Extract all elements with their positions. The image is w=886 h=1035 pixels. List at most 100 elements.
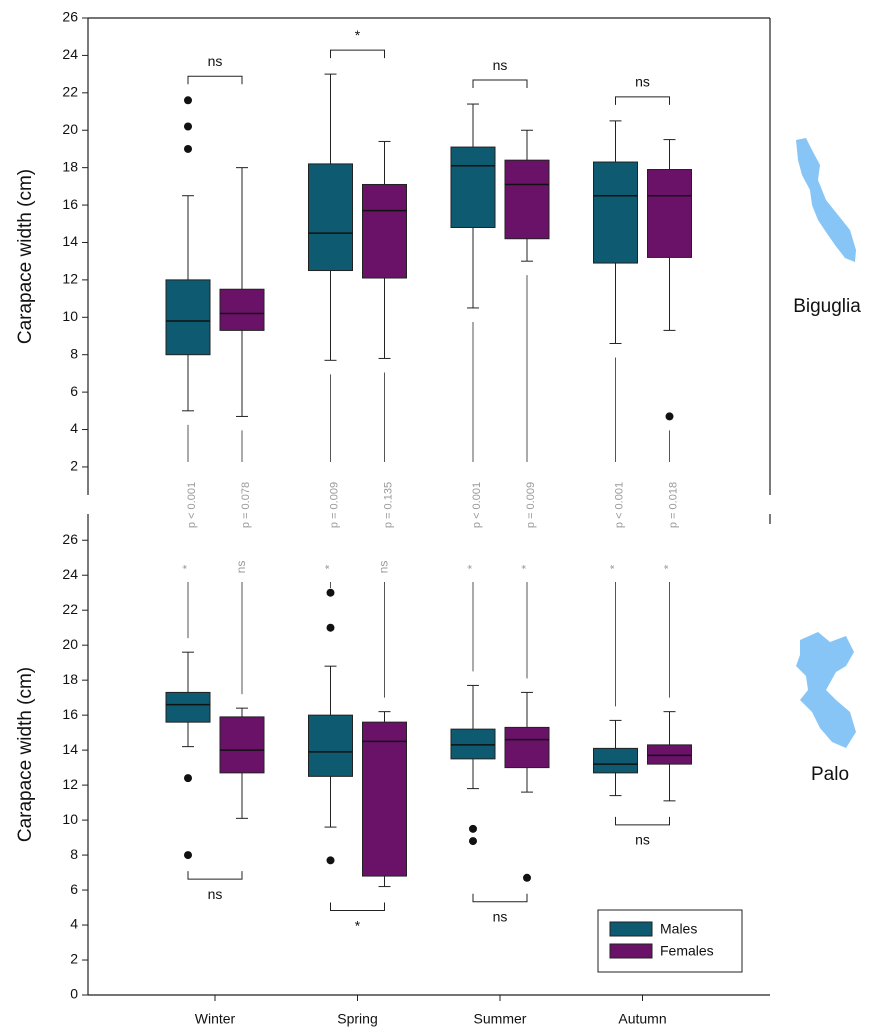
box — [308, 163, 353, 272]
outlier — [184, 144, 192, 153]
box — [362, 183, 407, 279]
y-tick-label: 18 — [62, 671, 78, 687]
y-tick-label: 12 — [62, 776, 78, 792]
y-tick-label: 2 — [70, 951, 78, 967]
comparison-bracket — [472, 79, 528, 89]
legend-swatch — [609, 921, 653, 937]
site-p-value: p = 0.018 — [667, 482, 679, 528]
comparison-label: ns — [635, 74, 650, 90]
y-tick-label: 0 — [70, 986, 78, 1002]
box — [308, 714, 353, 777]
x-tick-label: Summer — [474, 1011, 527, 1027]
box — [647, 744, 692, 765]
site-significance: * — [608, 564, 622, 569]
site-p-value: p < 0.001 — [471, 482, 483, 528]
y-tick-label: 8 — [70, 345, 78, 361]
site-significance: * — [180, 564, 194, 569]
y-tick-label: 16 — [62, 196, 78, 212]
box — [504, 726, 550, 769]
box — [165, 279, 211, 356]
outlier — [665, 412, 674, 421]
y-tick-label: 22 — [62, 84, 78, 100]
y-tick-label: 10 — [62, 308, 78, 324]
outlier — [184, 851, 192, 860]
y-tick-label: 26 — [62, 9, 78, 25]
site-p-value: p = 0.135 — [382, 482, 394, 528]
y-axis-title: Carapace width (cm) — [15, 169, 36, 344]
y-tick-label: 12 — [62, 271, 78, 287]
y-tick-label: 6 — [70, 383, 78, 399]
outlier — [326, 856, 335, 865]
site-significance: ns — [377, 561, 391, 574]
y-tick-label: 22 — [62, 601, 78, 617]
comparison-label: ns — [635, 832, 650, 848]
x-tick-label: Spring — [337, 1011, 377, 1027]
site-p-value: p < 0.001 — [613, 482, 625, 528]
outlier — [326, 588, 335, 597]
comparison-label: ns — [493, 57, 508, 73]
y-tick-label: 4 — [70, 420, 78, 436]
outlier — [469, 837, 477, 846]
box — [647, 169, 692, 258]
site-p-value: p = 0.009 — [328, 482, 340, 528]
site-significance: * — [323, 564, 337, 569]
site-p-value: p < 0.001 — [186, 482, 198, 528]
site-significance: * — [465, 564, 479, 569]
y-tick-label: 20 — [62, 121, 78, 137]
site-label: Palo — [811, 764, 849, 785]
box — [219, 288, 265, 331]
comparison-bracket — [472, 893, 528, 903]
y-tick-label: 4 — [70, 916, 78, 932]
site-significance: ns — [234, 561, 248, 574]
comparison-label: * — [355, 27, 361, 43]
y-tick-label: 24 — [62, 46, 78, 62]
comparison-bracket — [330, 49, 385, 59]
outlier — [184, 774, 192, 783]
lake-icon — [796, 138, 856, 748]
legend-swatch — [609, 943, 653, 959]
y-tick-label: 24 — [62, 566, 78, 582]
outlier — [469, 824, 477, 833]
y-tick-label: 10 — [62, 811, 78, 827]
x-tick-label: Winter — [195, 1011, 236, 1027]
y-tick-label: 6 — [70, 881, 78, 897]
comparison-bracket — [187, 871, 243, 880]
outlier — [326, 623, 335, 632]
box — [362, 721, 407, 877]
outlier — [523, 873, 531, 882]
y-tick-label: 8 — [70, 846, 78, 862]
outlier — [184, 96, 192, 105]
y-tick-label: 14 — [62, 741, 78, 757]
comparison-label: * — [355, 917, 361, 933]
box — [593, 747, 638, 774]
box — [504, 159, 550, 240]
outlier — [184, 122, 192, 131]
y-axis-title: Carapace width (cm) — [15, 667, 36, 842]
y-tick-label: 18 — [62, 158, 78, 174]
site-p-value: p = 0.009 — [525, 482, 537, 528]
site-p-value: p = 0.078 — [240, 482, 252, 528]
legend-label: Females — [660, 943, 714, 959]
comparison-bracket — [187, 75, 243, 85]
y-tick-label: 20 — [62, 636, 78, 652]
comparison-label: ns — [208, 886, 223, 902]
comparison-bracket — [615, 816, 670, 826]
site-significance: * — [519, 564, 533, 569]
y-tick-label: 14 — [62, 233, 78, 249]
box — [593, 161, 638, 264]
y-tick-label: 2 — [70, 458, 78, 474]
legend-label: Males — [660, 921, 697, 937]
site-label: Biguglia — [793, 296, 861, 317]
comparison-bracket — [330, 902, 385, 912]
site-significance: * — [662, 564, 676, 569]
y-tick-label: 26 — [62, 531, 78, 547]
box — [219, 716, 265, 774]
comparison-label: ns — [208, 53, 223, 69]
legend-box — [597, 909, 743, 973]
y-tick-label: 16 — [62, 706, 78, 722]
box — [450, 146, 496, 229]
x-tick-label: Autumn — [618, 1011, 666, 1027]
comparison-bracket — [615, 96, 670, 105]
comparison-label: ns — [493, 909, 508, 925]
